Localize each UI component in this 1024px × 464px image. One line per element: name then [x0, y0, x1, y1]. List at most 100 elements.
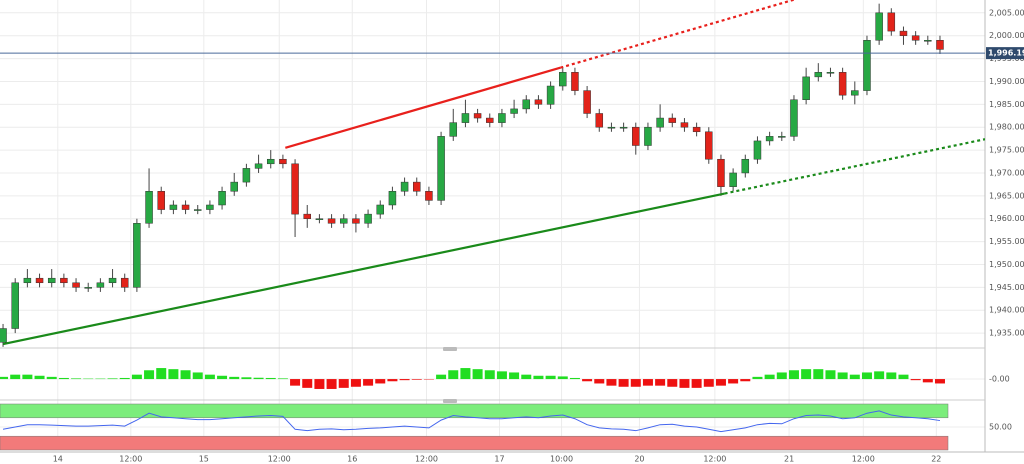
candle-body [279, 158, 287, 165]
candle-body [339, 218, 348, 224]
histogram-bar [460, 368, 471, 380]
histogram-bar [801, 369, 812, 380]
candle-body [254, 163, 263, 169]
candle-body [47, 277, 56, 284]
candle-body [486, 117, 494, 123]
histogram-bar [338, 379, 349, 388]
x-tick-label: 10:00 [550, 455, 573, 464]
candle-body [692, 126, 701, 133]
histogram-bar [910, 379, 921, 381]
histogram-bar [71, 378, 82, 380]
candle-body [790, 99, 798, 137]
candle-body [315, 218, 324, 220]
candle-body [461, 113, 470, 123]
histogram-bar [217, 375, 228, 380]
candle-body [0, 328, 7, 343]
candle-body [778, 136, 786, 138]
panel-handle[interactable] [443, 399, 457, 403]
candle-body [425, 191, 433, 201]
candle-body [838, 72, 847, 96]
candle-body [924, 40, 932, 42]
candle-body [717, 158, 725, 187]
histogram-bar [509, 372, 520, 380]
histogram-bar [825, 370, 836, 380]
y-tick-label: 1,955.00 [989, 237, 1024, 246]
candle-body [291, 163, 299, 215]
x-tick-label: 12:00 [703, 455, 726, 464]
histogram-bar [849, 374, 860, 380]
last-price-label: 1,996.19 [988, 49, 1024, 58]
last-price-box [986, 47, 1024, 60]
y-tick-label: 1,975.00 [989, 146, 1024, 155]
histogram-bar [934, 379, 945, 384]
candle-body [632, 126, 640, 146]
histogram-bar [375, 379, 386, 384]
x-tick-label: 12:00 [268, 455, 291, 464]
candle-body [899, 30, 908, 36]
histogram-bar [533, 375, 544, 380]
histogram-bar [484, 370, 495, 380]
histogram-bar [861, 372, 872, 380]
histogram-bar [436, 374, 447, 380]
histogram-bar [837, 372, 848, 380]
histogram-bar [156, 368, 167, 380]
y-tick-label: 50.00 [989, 423, 1012, 432]
y-tick-label: 2,000.00 [989, 31, 1024, 40]
x-tick-label: 17 [494, 455, 504, 464]
x-tick-label: 12:00 [415, 455, 438, 464]
candle-body [814, 72, 823, 78]
histogram-bar [594, 379, 605, 384]
histogram-bar [10, 374, 21, 380]
histogram-bar [314, 379, 325, 389]
trendlines [2, 0, 985, 345]
candle-body [583, 90, 591, 114]
histogram-bar [144, 370, 155, 380]
y-tick-label: 1,935.00 [989, 329, 1024, 338]
candle-body [327, 218, 336, 224]
candle-body [193, 209, 202, 211]
candle-body [705, 131, 713, 160]
histogram-bar [326, 379, 337, 389]
candle-body [108, 277, 117, 284]
histogram-bar [119, 377, 130, 380]
histogram-bar [655, 379, 666, 386]
candle-body [729, 172, 737, 187]
candle-body [388, 191, 397, 206]
histogram-bar [472, 369, 483, 380]
trendline [2, 192, 725, 345]
candle-body [559, 72, 567, 87]
grid [0, 0, 985, 450]
histogram-bar [545, 375, 556, 380]
histogram-bar [569, 377, 580, 380]
histogram-bar [0, 376, 9, 380]
candle-body [23, 277, 32, 284]
x-tick-label: 22 [931, 455, 941, 464]
histogram-bar [277, 378, 288, 380]
candle-body [35, 277, 44, 284]
y-tick-label: 1,940.00 [989, 306, 1024, 315]
histogram-bar [703, 379, 714, 387]
y-tick-label: 1,980.00 [989, 123, 1024, 132]
candle-body [522, 99, 531, 110]
histogram-bar [22, 374, 33, 380]
histogram-bar [618, 379, 629, 387]
candle-body [571, 72, 579, 91]
candle-body [887, 12, 896, 32]
candle-body [619, 126, 628, 129]
candle-body [169, 204, 178, 210]
candle-body [911, 35, 920, 41]
candle-body [437, 136, 445, 201]
histogram-bar [399, 379, 410, 381]
candle-body [413, 181, 421, 192]
candle-body [546, 85, 555, 105]
panel-handle[interactable] [443, 347, 457, 351]
histogram-bar [253, 377, 264, 380]
candle-body [400, 181, 409, 192]
candle-body [656, 117, 664, 128]
histogram-bar [387, 379, 398, 382]
candle-body [875, 12, 883, 41]
candle-body [473, 113, 482, 119]
histogram-bar [886, 372, 897, 380]
histogram-bar [34, 375, 45, 380]
